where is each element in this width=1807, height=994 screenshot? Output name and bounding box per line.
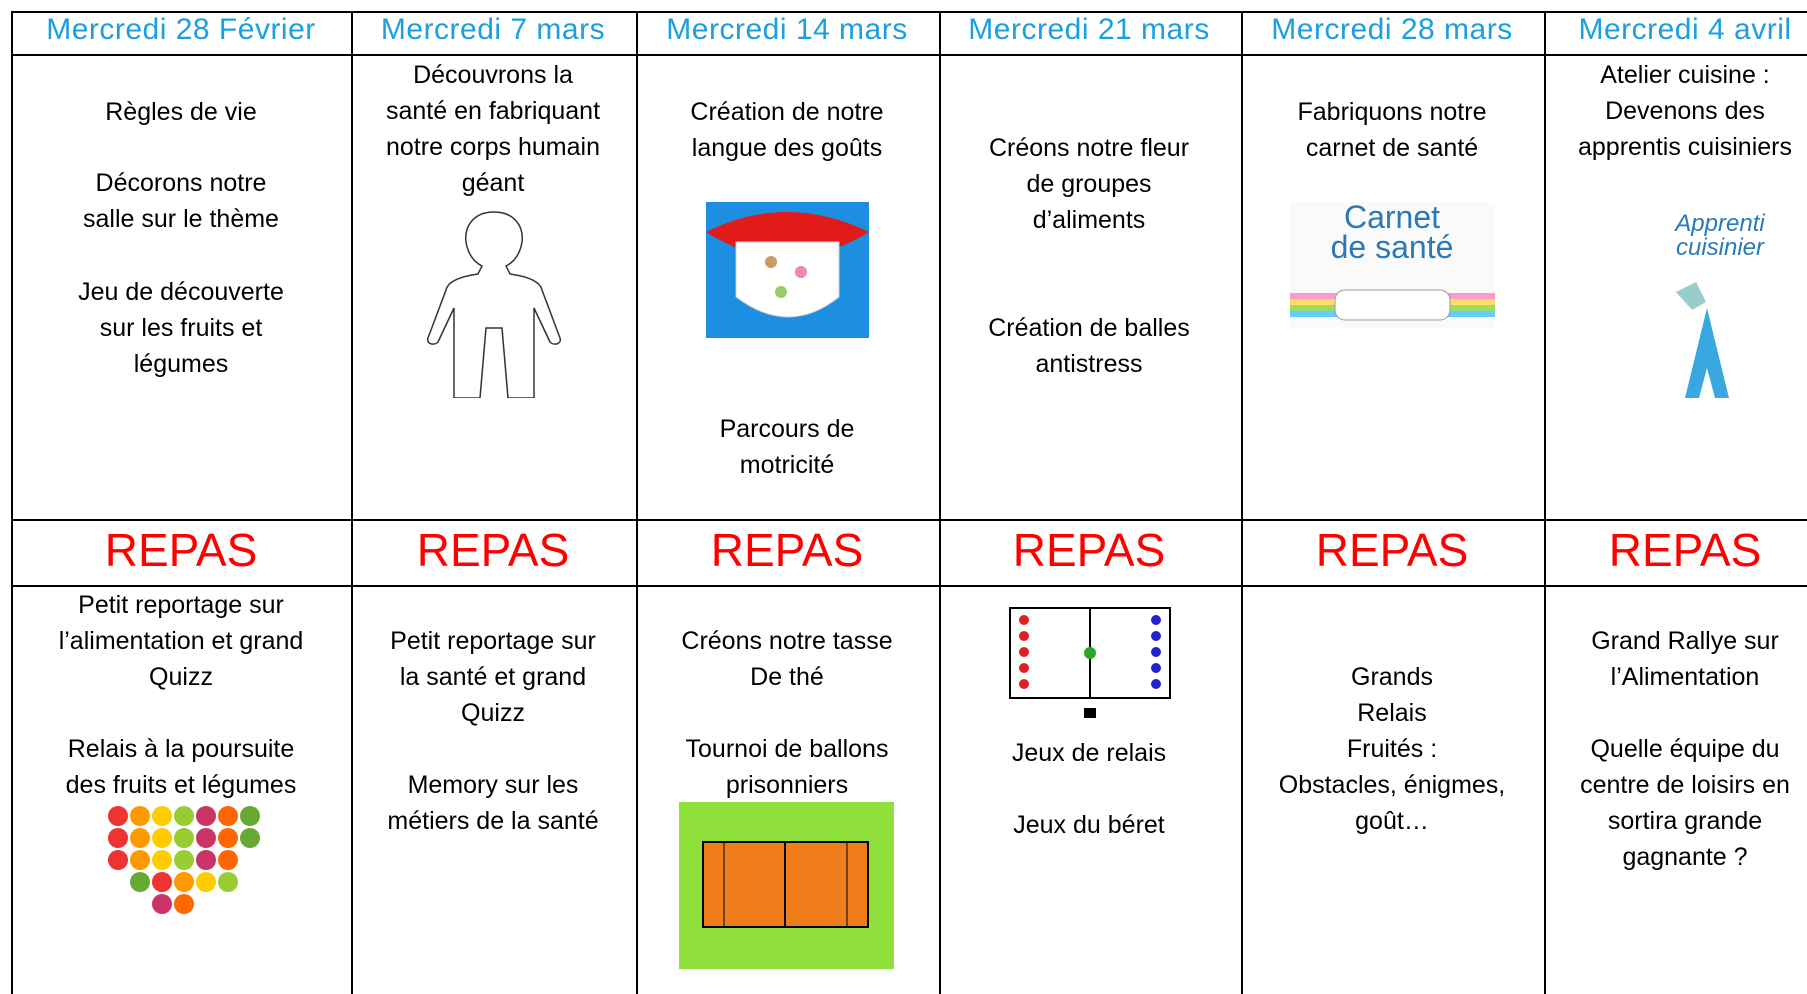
- lunch-label: REPAS: [1315, 524, 1469, 576]
- activity: Créons notre fleur de groupes d’aliments: [988, 134, 1190, 234]
- carnet-image: [1290, 202, 1495, 328]
- activity: Règles de vie: [105, 98, 257, 126]
- body-image: [426, 211, 562, 398]
- activity: Grands Relais Fruités : Obstacles, énigm…: [1278, 663, 1506, 835]
- activity: Grand Rallye sur l’Alimentation: [1591, 627, 1779, 691]
- lunch-label: REPAS: [1608, 524, 1762, 576]
- activity: Memory sur les métiers de la santé: [387, 771, 599, 835]
- activity: Jeux de relais: [1011, 739, 1167, 767]
- lunch-label: REPAS: [710, 524, 864, 576]
- activity: Quelle équipe du centre de loisirs en so…: [1580, 735, 1790, 871]
- activity: Atelier cuisine : Devenons des apprentis…: [1578, 61, 1792, 161]
- grid-line: [1544, 11, 1546, 994]
- grid-line: [351, 11, 353, 994]
- activity: Décorons notre salle sur le thème: [83, 169, 279, 233]
- grid-line: [11, 585, 1807, 587]
- activity: Découvrons la santé en fabriquant notre …: [385, 61, 601, 197]
- column-date: Mercredi 21 mars: [968, 13, 1210, 46]
- activity: Petit reportage sur la santé et grand Qu…: [390, 627, 596, 727]
- activity: Parcours de motricité: [719, 415, 855, 479]
- apprenti-image: [1586, 202, 1784, 398]
- activity: Tournoi de ballons prisonniers: [685, 735, 889, 799]
- grid-line: [11, 11, 1807, 13]
- grid-line: [11, 11, 13, 994]
- image-caption: Carnet de santé: [1330, 199, 1454, 265]
- column-date: Mercredi 4 avril: [1578, 13, 1792, 46]
- grid-line: [1241, 11, 1243, 994]
- lunch-label: REPAS: [1012, 524, 1166, 576]
- grid-line: [939, 11, 941, 994]
- activity: Jeux du béret: [1013, 811, 1165, 839]
- column-date: Mercredi 28 Février: [46, 13, 316, 46]
- activity: Fabriquons notre carnet de santé: [1297, 98, 1487, 162]
- lunch-label: REPAS: [416, 524, 570, 576]
- activity: Création de balles antistress: [988, 314, 1190, 378]
- tongue-image: [706, 202, 869, 338]
- grid-line: [11, 54, 1807, 56]
- activity: Création de notre langue des goûts: [690, 98, 884, 162]
- relay-image: [996, 588, 1184, 726]
- fruit-heart-image: [108, 806, 260, 914]
- grid-line: [636, 11, 638, 994]
- activity: Jeu de découverte sur les fruits et légu…: [78, 278, 284, 378]
- lunch-label: REPAS: [104, 524, 258, 576]
- image-caption: Apprenti cuisinier: [1675, 210, 1765, 261]
- ballon-image: [679, 802, 894, 969]
- activity: Petit reportage sur l’alimentation et gr…: [58, 591, 304, 691]
- activity: Relais à la poursuite des fruits et légu…: [65, 735, 297, 799]
- column-date: Mercredi 14 mars: [666, 13, 908, 46]
- grid-line: [11, 519, 1807, 521]
- column-date: Mercredi 28 mars: [1271, 13, 1513, 46]
- column-date: Mercredi 7 mars: [380, 13, 606, 46]
- activity: Créons notre tasse De thé: [681, 627, 893, 691]
